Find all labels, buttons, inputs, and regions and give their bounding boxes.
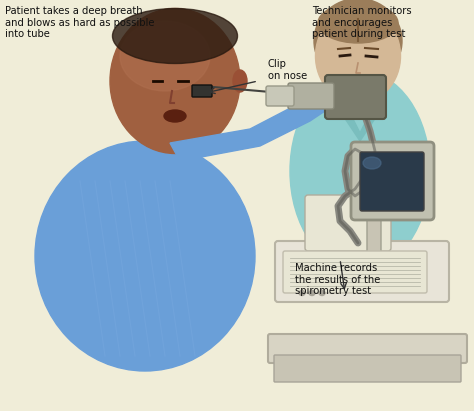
FancyBboxPatch shape (274, 355, 461, 382)
Ellipse shape (164, 110, 186, 122)
Ellipse shape (233, 70, 247, 92)
FancyBboxPatch shape (360, 152, 424, 211)
Ellipse shape (352, 106, 364, 115)
Ellipse shape (329, 79, 367, 107)
Ellipse shape (318, 3, 398, 43)
Ellipse shape (360, 104, 372, 113)
Text: Clip
on nose: Clip on nose (268, 59, 307, 81)
Ellipse shape (120, 21, 210, 91)
Ellipse shape (316, 9, 401, 104)
Polygon shape (340, 109, 380, 141)
Ellipse shape (110, 9, 240, 153)
FancyBboxPatch shape (192, 85, 212, 97)
Ellipse shape (366, 99, 378, 108)
FancyBboxPatch shape (305, 195, 391, 251)
Ellipse shape (319, 291, 325, 296)
FancyBboxPatch shape (283, 251, 427, 293)
FancyBboxPatch shape (288, 83, 334, 109)
Ellipse shape (342, 104, 354, 113)
Polygon shape (348, 93, 372, 111)
FancyBboxPatch shape (268, 334, 467, 363)
Ellipse shape (35, 141, 255, 371)
Ellipse shape (299, 291, 305, 296)
Ellipse shape (363, 157, 381, 169)
Text: Technician monitors
and encourages
patient during test: Technician monitors and encourages patie… (312, 6, 411, 39)
Ellipse shape (112, 9, 237, 64)
FancyBboxPatch shape (275, 241, 449, 302)
Ellipse shape (309, 291, 315, 296)
FancyBboxPatch shape (266, 86, 294, 106)
Polygon shape (170, 86, 340, 161)
Polygon shape (355, 86, 370, 103)
Ellipse shape (314, 0, 402, 83)
Polygon shape (144, 111, 172, 141)
FancyBboxPatch shape (325, 75, 386, 119)
Text: Machine records
the results of the
spirometry test: Machine records the results of the spiro… (295, 263, 380, 296)
Text: Patient takes a deep breath
and blows as hard as possible
into tube: Patient takes a deep breath and blows as… (5, 6, 155, 39)
Ellipse shape (290, 71, 430, 271)
FancyBboxPatch shape (351, 142, 434, 220)
FancyBboxPatch shape (367, 200, 381, 282)
